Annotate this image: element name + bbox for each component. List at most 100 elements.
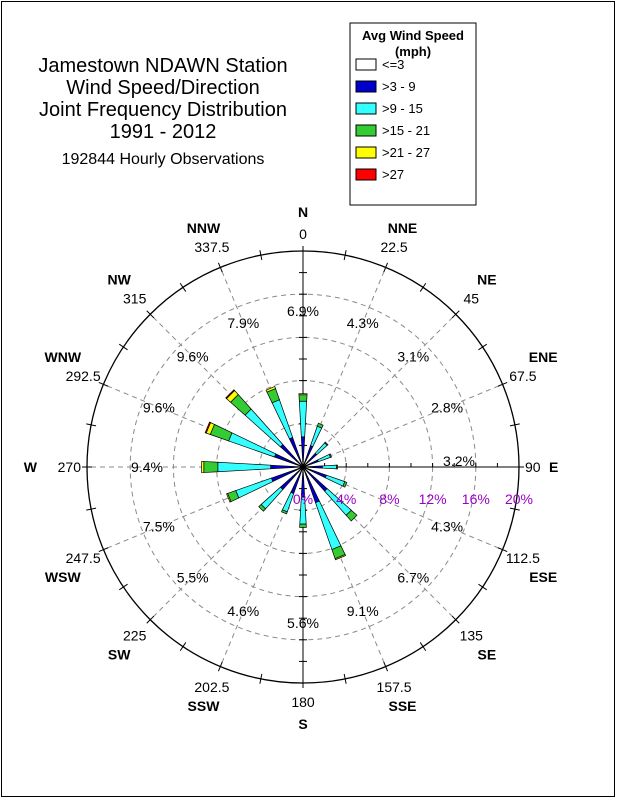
ring-label: 4% [336,491,356,507]
outer-tick [497,547,508,553]
direction-degree: 22.5 [380,239,407,255]
petal-segment [217,461,272,473]
legend-swatch [355,80,377,93]
direction-percent: 2.8% [431,399,463,415]
direction-degree: 135 [460,627,484,643]
ring-label: 16% [462,491,490,507]
petal-segment [336,464,338,470]
petal-segment [279,466,304,491]
ring-label: 8% [379,491,399,507]
petal-se [302,466,358,522]
legend-item: >15 - 21 [355,123,430,138]
ring-label: 0% [293,491,313,507]
petal-segment [201,460,205,474]
direction-name: NNW [187,220,221,236]
outer-tick [259,673,263,684]
outer-tick [383,262,389,273]
direction-degree: 180 [291,694,315,710]
direction-percent: 9.6% [177,349,209,365]
direction-degree: 45 [464,291,480,307]
petal-segment [298,400,308,438]
outer-tick [451,310,460,319]
petal-segment [315,500,342,551]
direction-degree: 112.5 [506,550,540,566]
petal-segment [324,441,329,446]
petal-segment [203,461,219,473]
petal-segment [265,386,276,393]
legend-swatch [355,168,377,181]
petal-segment [299,523,307,528]
petal-nne [302,422,324,468]
direction-name: S [298,716,307,732]
direction-percent: 3.1% [397,349,429,365]
outer-tick [259,250,263,261]
direction-degree: 247.5 [66,550,101,566]
petal-s [299,466,307,528]
outer-tick [86,507,97,511]
petal-nw [225,389,304,468]
title-line-4: 1991 - 2012 [110,121,217,143]
direction-percent: 5.5% [177,569,209,585]
direction-percent: 9.4% [131,459,163,475]
direction-percent: 4.6% [227,603,259,619]
petal-segment [225,389,236,400]
petal-ese [302,466,348,488]
grid-spoke [302,313,457,468]
petal-n [298,393,308,468]
ring-label: 12% [419,491,447,507]
direction-percent: 7.5% [143,519,175,535]
chart-title-block: Jamestown NDAWN Station Wind Speed/Direc… [38,55,287,168]
petal-segment [314,442,328,456]
outer-tick [419,642,427,652]
outer-tick [118,583,128,591]
outer-tick [98,381,109,387]
petal-segment [316,422,324,429]
legend-label: >15 - 21 [382,123,430,138]
legend-item: >9 - 15 [355,101,423,116]
outer-tick [419,282,427,292]
direction-degree: 202.5 [194,679,229,695]
petal-segment [270,464,304,470]
direction-degree: 225 [123,627,147,643]
legend-items: <=3 >3 - 9 >9 - 15 >15 - 21 >21 - 27 >27 [355,57,430,182]
direction-percent: 9.6% [143,399,175,415]
direction-percent: 7.9% [227,315,259,331]
petal-segment [235,477,274,499]
direction-percent: 4.3% [431,519,463,535]
legend-label: >27 [382,167,404,182]
direction-name: NW [107,272,131,288]
title-line-1: Jamestown NDAWN Station [38,55,287,77]
petal-segment [204,421,211,434]
outer-tick [497,381,508,387]
outer-tick [478,343,488,351]
petal-wsw [226,466,304,503]
direction-degree: 337.5 [194,239,229,255]
outer-tick [343,250,347,261]
direction-percent: 5.6% [287,615,319,631]
legend-item: <=3 [355,57,404,72]
direction-degree: 0 [299,226,307,242]
grid-spoke [302,383,503,468]
outer-tick [179,642,187,652]
outer-tick [146,310,155,319]
legend-item: >21 - 27 [355,145,430,160]
petal-segment [298,393,308,396]
petal-nnw [265,386,304,468]
outer-tick [478,583,488,591]
direction-degree: 157.5 [377,679,412,695]
legend-label: >9 - 15 [382,101,423,116]
title-line-2: Wind Speed/Direction [66,77,259,99]
subtitle: 192844 Hourly Observations [62,151,265,168]
direction-name: W [24,459,38,475]
legend-swatch [355,146,377,159]
petal-segment [279,443,304,468]
petal-w [201,460,304,474]
petal-segment [342,481,348,488]
direction-percent: 6.9% [287,303,319,319]
petal-segment [334,554,347,561]
direction-degree: 292.5 [66,368,101,384]
outer-tick [217,661,223,672]
legend-label: >21 - 27 [382,145,430,160]
